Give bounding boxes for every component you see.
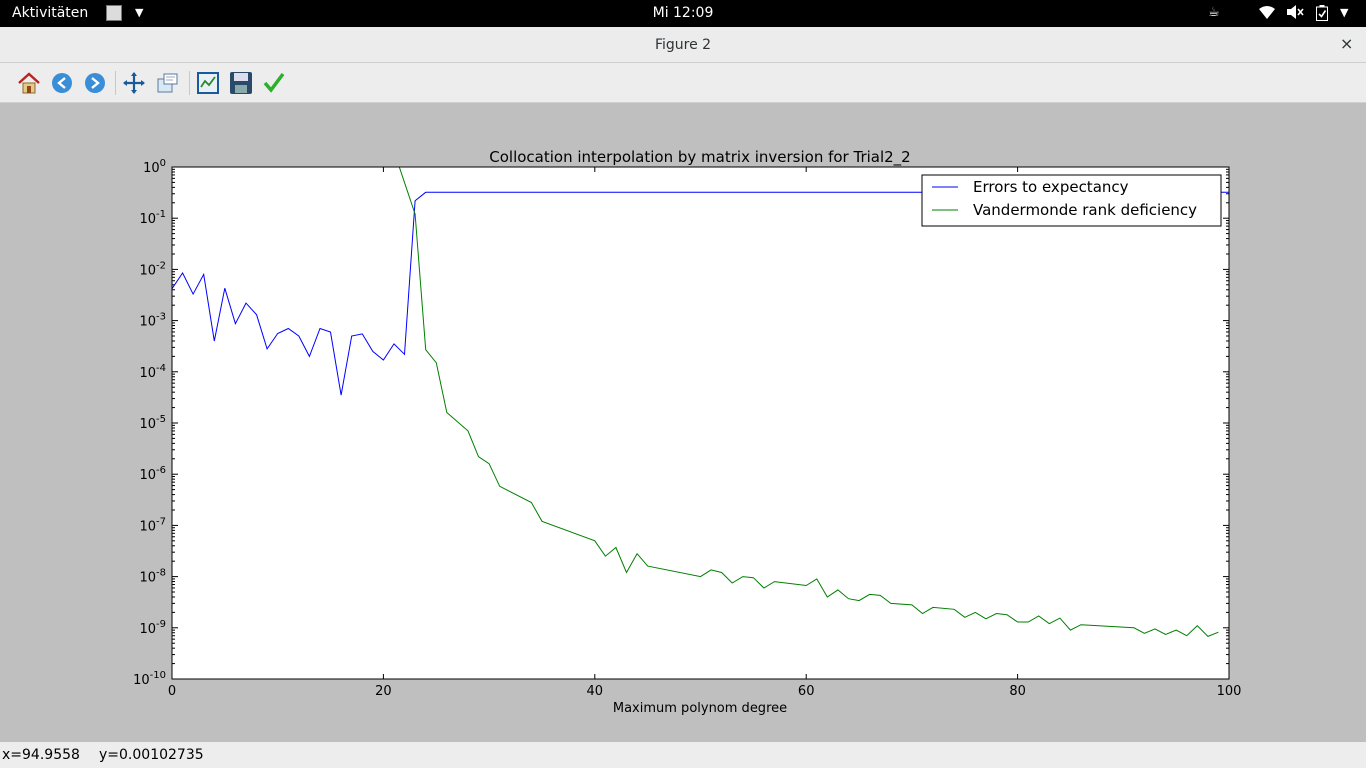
x-tick-label: 60 (798, 684, 815, 699)
window-title: Figure 2 (654, 37, 712, 53)
y-coordinate-readout: y=0.00102735 (99, 747, 204, 763)
plot-area (172, 167, 1229, 679)
y-tick-labels: 100 10-1 10-2 10-3 10-4 10-5 10-6 10-7 10-8 10-9 1… (133, 158, 166, 688)
y-tick-label: 10-4 (139, 363, 166, 381)
x-tick-label: 0 (168, 684, 176, 699)
subplots-icon[interactable] (196, 71, 220, 95)
home-icon[interactable] (17, 71, 41, 95)
chart-title: Collocation interpolation by matrix inve… (489, 148, 910, 167)
forward-icon[interactable] (83, 71, 107, 95)
zoom-icon[interactable] (156, 71, 180, 95)
x-tick-label: 20 (375, 684, 392, 699)
top-bar: Aktivitäten ▼ Mi 12:09 ☕ ▼ (0, 0, 1366, 27)
save-icon[interactable] (229, 71, 253, 95)
y-tick-label: 100 (143, 158, 166, 176)
clock[interactable]: Mi 12:09 (652, 5, 714, 21)
series-errors-line (172, 191, 1229, 396)
y-tick-label: 10-3 (139, 312, 166, 330)
toolbar (0, 63, 1366, 103)
toolbar-separator (115, 71, 116, 95)
x-tick-label: 100 (1217, 684, 1242, 699)
close-icon[interactable]: × (1340, 34, 1354, 53)
x-coordinate-readout: x=94.9558 (2, 747, 80, 763)
chart-canvas[interactable]: Collocation interpolation by matrix inve… (0, 103, 1366, 742)
y-tick-label: 10-1 (139, 209, 166, 227)
y-tick-label: 10-9 (139, 619, 166, 637)
y-tick-label: 10-2 (139, 260, 166, 278)
edit-check-icon[interactable] (262, 71, 286, 95)
y-tick-label: 10-7 (139, 516, 166, 534)
x-tick-label: 40 (587, 684, 604, 699)
x-axis-label: Maximum polynom degree (613, 701, 787, 716)
chevron-down-icon[interactable]: ▼ (135, 6, 144, 19)
activities-button[interactable]: Aktivitäten (12, 5, 89, 21)
plot-frame (171, 166, 1230, 680)
legend: Errors to expectancy Vandermonde rank de… (921, 174, 1222, 227)
battery-icon[interactable] (1316, 5, 1328, 25)
x-tick-label: 80 (1009, 684, 1026, 699)
wifi-icon[interactable] (1258, 5, 1276, 23)
y-tick-label: 10-10 (133, 670, 166, 688)
window-title-bar: Figure 2 × (0, 27, 1366, 63)
volume-muted-icon[interactable] (1286, 5, 1304, 23)
legend-label-errors: Errors to expectancy (973, 178, 1129, 196)
chevron-down-icon[interactable]: ▼ (1340, 6, 1349, 19)
y-tick-label: 10-6 (139, 465, 166, 483)
legend-label-vandermonde: Vandermonde rank deficiency (973, 201, 1197, 219)
series-vandermonde-line (398, 167, 1219, 637)
y-tick-label: 10-8 (139, 568, 166, 586)
y-tick-label: 10-5 (139, 414, 166, 432)
toolbar-separator (189, 71, 190, 95)
back-icon[interactable] (50, 71, 74, 95)
app-menu-icon[interactable] (106, 5, 122, 21)
coffee-icon[interactable]: ☕ (1208, 5, 1220, 20)
pan-icon[interactable] (122, 71, 146, 95)
series-layer (172, 167, 1229, 637)
legend-box (921, 174, 1222, 227)
status-bar: x=94.9558 y=0.00102735 (0, 742, 1366, 768)
x-tick-labels: 0 20 40 60 80 100 (168, 684, 1242, 699)
